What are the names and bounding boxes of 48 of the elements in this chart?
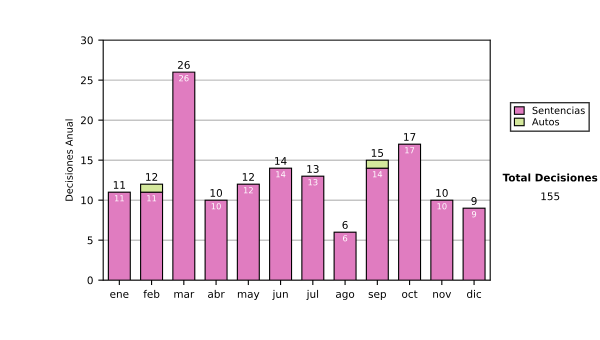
x-tick-label: dic	[467, 290, 482, 298]
y-tick-label: 25	[80, 76, 93, 84]
total-label: 12	[146, 173, 158, 181]
total-label: 11	[114, 181, 125, 189]
y-axis-title: Decisiones Anual	[65, 119, 73, 201]
data-label: 12	[244, 187, 253, 194]
total-label: 9	[471, 197, 477, 205]
y-tick-label: 0	[88, 276, 93, 284]
data-label: 10	[437, 203, 447, 210]
total-label: 17	[404, 133, 416, 141]
data-label: 17	[405, 147, 414, 154]
legend-label: Autos	[532, 118, 560, 126]
y-tick-label: 10	[81, 196, 93, 204]
x-tick-label: oct	[402, 290, 418, 298]
data-label: 13	[308, 179, 318, 186]
x-tick-label: abr	[208, 290, 225, 298]
x-tick-label: feb	[143, 290, 160, 298]
y-tick-label: 20	[80, 116, 93, 124]
data-label: 11	[114, 195, 124, 202]
data-label: 10	[212, 203, 221, 210]
x-tick-label: ene	[110, 292, 128, 298]
total-label: 13	[307, 165, 319, 173]
x-tick-label: jul	[306, 290, 318, 300]
text: Total Decisiones	[502, 173, 598, 182]
x-tick-label: ago	[336, 292, 354, 300]
total-label: 15	[372, 149, 384, 157]
total-label: 10	[210, 189, 222, 197]
data-label: 14	[372, 171, 382, 178]
y-tick-label: 30	[81, 36, 93, 44]
legend-label: Sentencias	[532, 106, 585, 114]
total-label: 26	[178, 61, 190, 69]
data-label: 6	[343, 235, 348, 242]
x-tick-label: mar	[174, 292, 194, 298]
x-tick-label: may	[238, 292, 260, 300]
x-tick-label: jun	[272, 290, 288, 300]
total-label: 6	[342, 221, 348, 229]
data-label: 14	[276, 171, 286, 178]
y-tick-label: 15	[81, 156, 93, 164]
total-label: 14	[275, 157, 287, 165]
data-label: 11	[147, 195, 156, 202]
x-tick-label: nov	[433, 292, 452, 298]
total-label: 10	[436, 189, 448, 197]
text: 155	[541, 192, 560, 200]
data-label: 9	[472, 211, 476, 218]
data-label: 26	[179, 75, 189, 82]
total-label: 12	[242, 173, 254, 181]
y-tick-label: 5	[88, 236, 93, 244]
x-tick-label: sep	[368, 292, 386, 300]
